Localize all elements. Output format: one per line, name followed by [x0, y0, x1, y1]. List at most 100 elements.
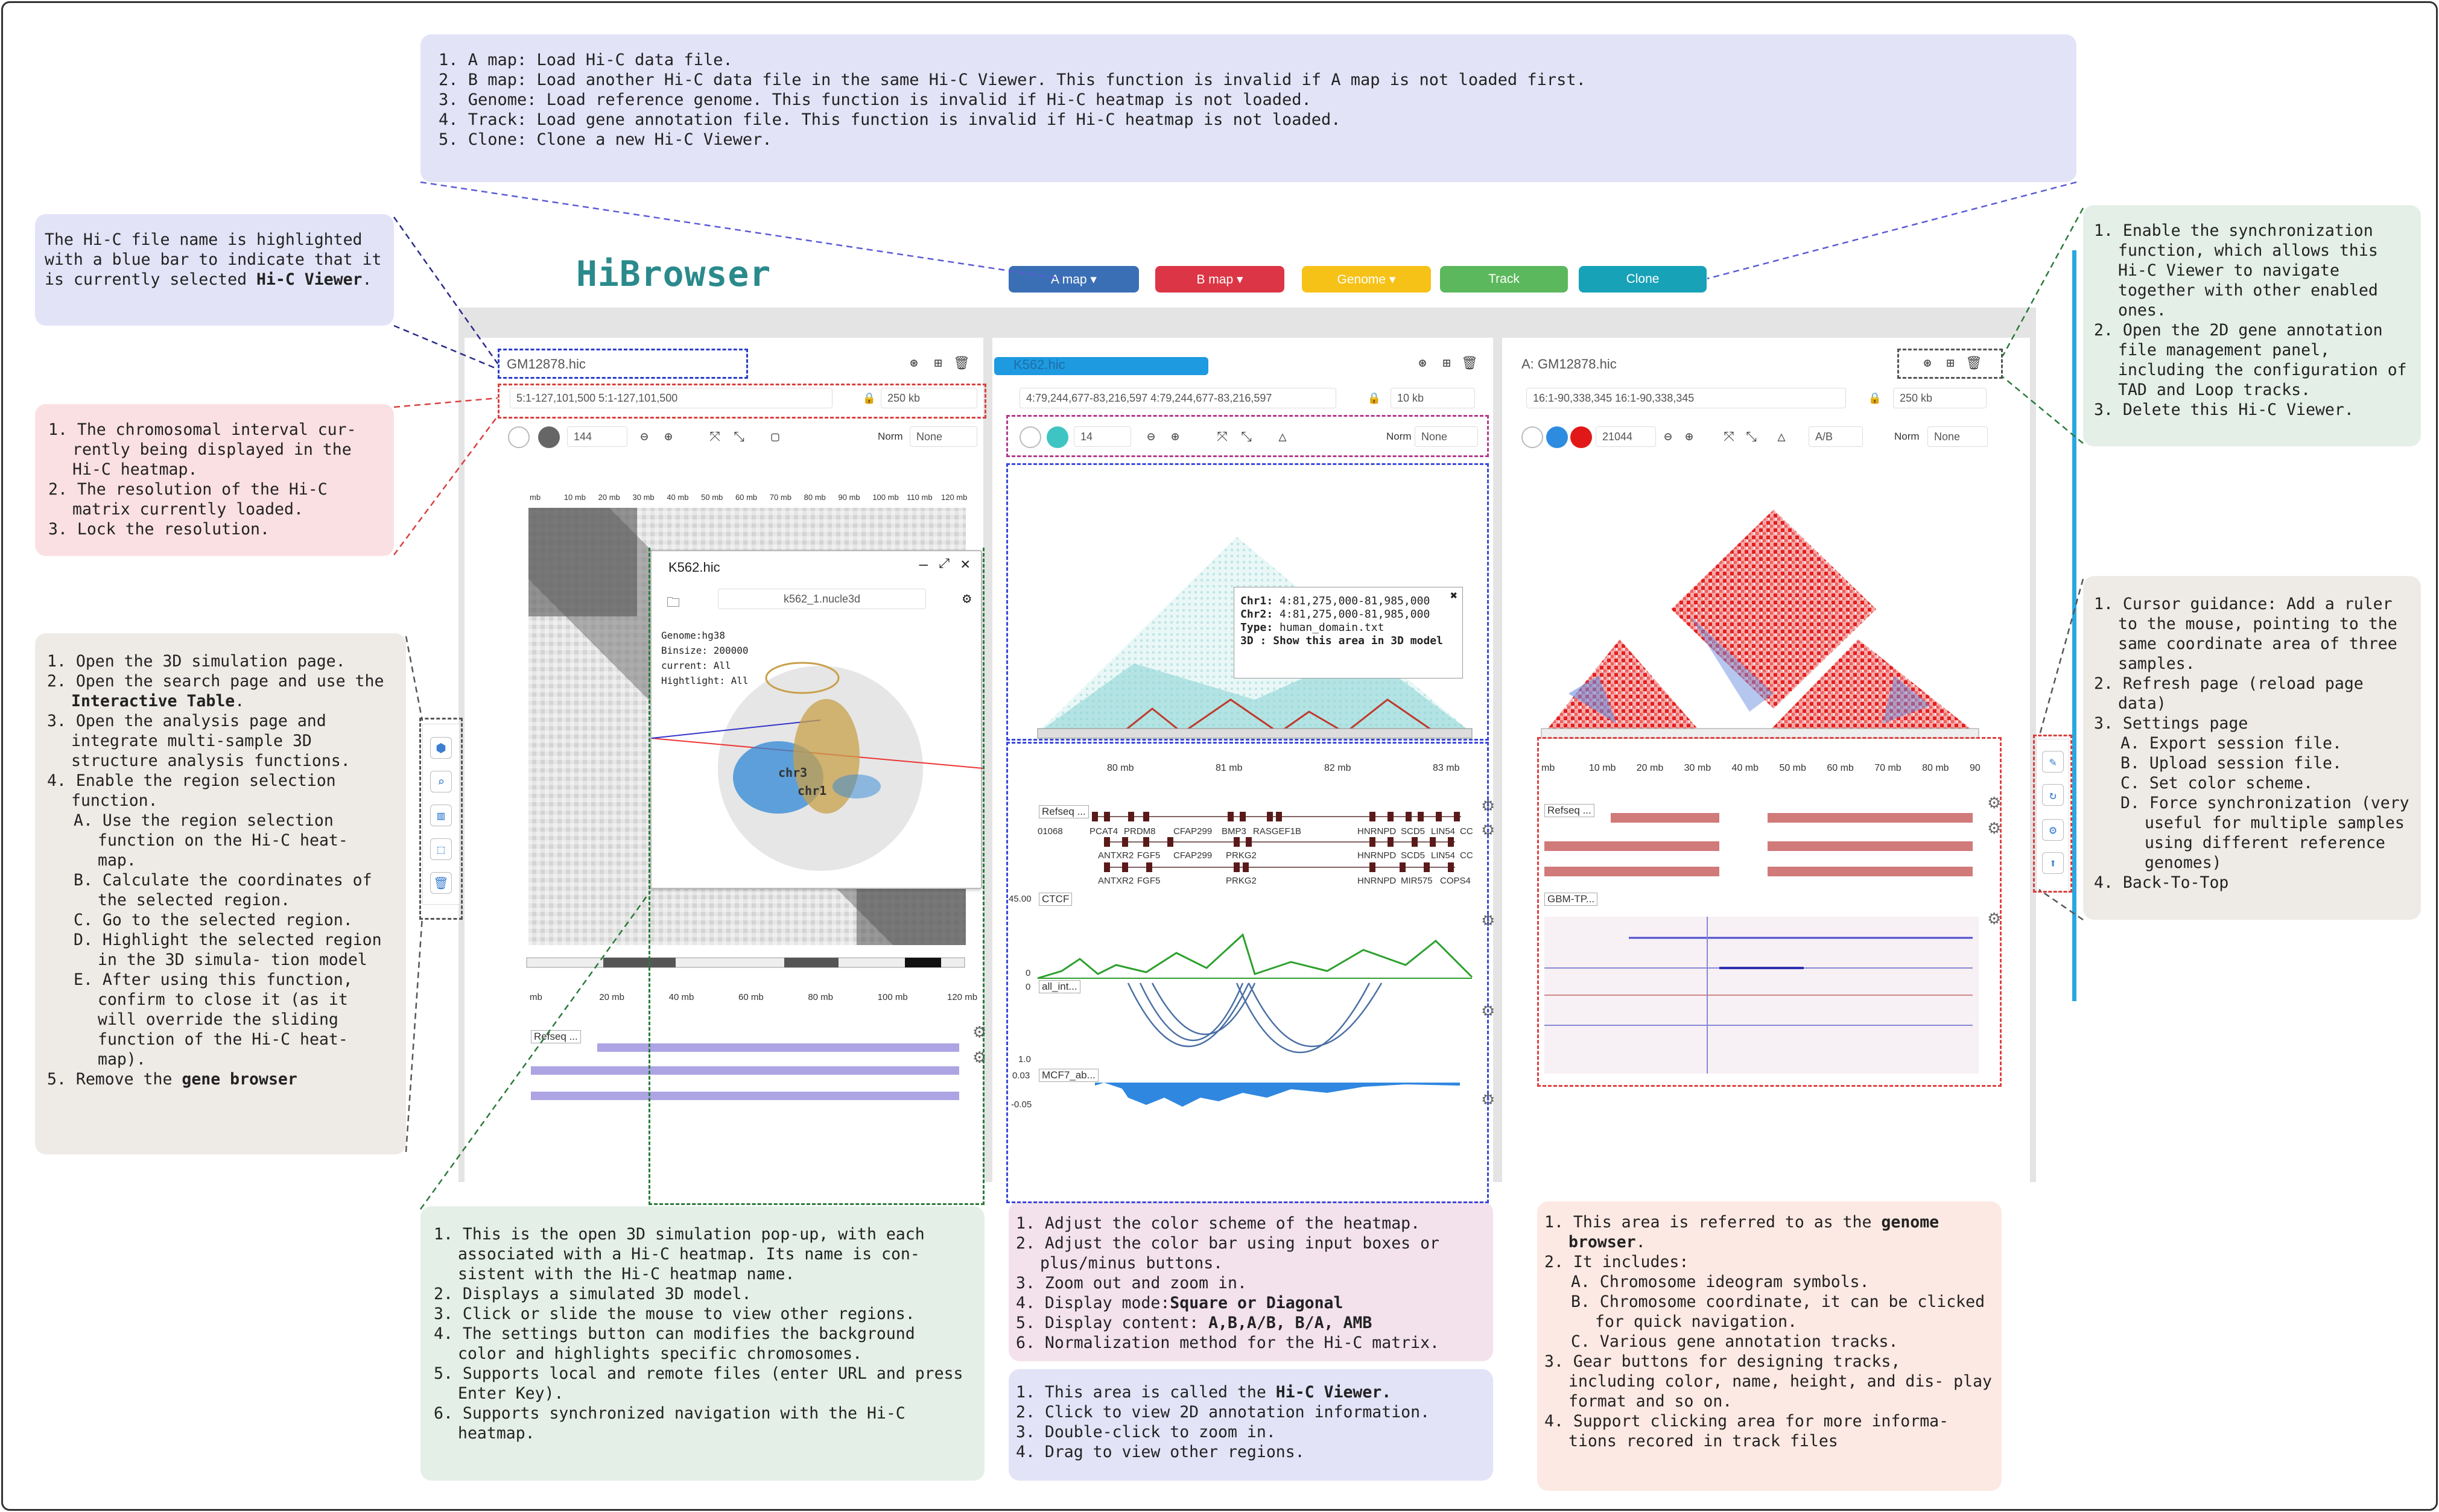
sync-icon[interactable]: ⊛ [1923, 356, 1932, 371]
axis3-tick[interactable]: 80 mb [1922, 763, 1949, 773]
zoom-out-icon[interactable]: ⤧ [1724, 429, 1734, 444]
axis1_bottom-tick[interactable]: 20 mb [599, 992, 625, 1002]
axis1-tick[interactable]: 20 mb [598, 493, 620, 502]
color-value-input[interactable]: 14 [1074, 426, 1131, 447]
axis1-tick[interactable]: 120 mb [941, 493, 968, 502]
scroll-indicator[interactable] [2072, 250, 2076, 1001]
gene-label[interactable]: RASGEF1B [1253, 826, 1302, 837]
clone-button[interactable]: Clone [1579, 266, 1707, 293]
axis3-tick[interactable]: 90 [1970, 763, 1981, 773]
color-min-swatch[interactable] [1020, 426, 1041, 448]
gene-label[interactable]: CC [1460, 826, 1473, 837]
axis1-tick[interactable]: 80 mb [804, 493, 826, 502]
delete-browser-icon[interactable]: 🗑 [430, 872, 452, 894]
axis2-tick[interactable]: 83 mb [1433, 763, 1460, 773]
axis1-tick[interactable]: 100 mb [872, 493, 899, 502]
gene-label[interactable]: LIN54 [1431, 826, 1456, 837]
gene-label[interactable]: HNRNPD [1357, 876, 1397, 886]
axis1-tick[interactable]: 60 mb [735, 493, 758, 502]
delete-viewer-icon[interactable]: 🗑 [1461, 356, 1478, 371]
model-url-input[interactable]: k562_1.nucle3d [718, 589, 926, 609]
folder-icon[interactable]: 🗀 [667, 595, 680, 610]
track-label-interactions[interactable]: all_int... [1039, 980, 1080, 993]
zoom-in-icon[interactable]: ⤡ [1746, 429, 1757, 444]
locus-input[interactable]: 5:1-127,101,500 5:1-127,101,500 [510, 388, 833, 408]
annotation-panel-icon[interactable]: ⊞ [1442, 356, 1451, 371]
track-label-refseq[interactable]: Refseq ... [1039, 805, 1089, 818]
gene-label[interactable]: 01068 [1038, 826, 1063, 837]
axis1_bottom-tick[interactable]: 40 mb [668, 992, 694, 1002]
color-value-input[interactable]: 21044 [1596, 426, 1656, 447]
cursor-guidance-icon[interactable]: ✎ [2042, 751, 2064, 773]
axis3-tick[interactable]: 30 mb [1684, 763, 1711, 773]
3d-model-canvas[interactable] [652, 630, 983, 883]
lock-icon[interactable]: 🔒 [1868, 392, 1882, 405]
color-min-swatch[interactable] [508, 426, 530, 448]
axis1-tick[interactable]: 90 mb [838, 493, 860, 502]
axis2-tick[interactable]: 80 mb [1107, 763, 1134, 773]
sync-icon[interactable]: ⊛ [1418, 356, 1427, 371]
maximize-icon[interactable]: ⤢ [939, 556, 950, 571]
close-icon[interactable]: ✕ [960, 555, 970, 573]
gene-label[interactable]: PRDM8 [1124, 826, 1156, 837]
axis1_bottom-tick[interactable]: 120 mb [947, 992, 978, 1002]
minimize-icon[interactable]: – [919, 556, 928, 573]
gene-label[interactable]: ANTXR2 [1098, 876, 1134, 886]
track-label-ctcf[interactable]: CTCF [1039, 893, 1073, 906]
locus-input[interactable]: 16:1-90,338,345 16:1-90,338,345 [1526, 388, 1846, 408]
axis1-tick[interactable]: 30 mb [632, 493, 655, 502]
track-button[interactable]: Track [1440, 266, 1568, 293]
minus-icon[interactable]: ⊖ [1147, 429, 1155, 444]
annotation-tooltip[interactable]: ✖ Chr1: 4:81,275,000-81,985,000 Chr2: 4:… [1234, 587, 1463, 679]
viewer2-filename[interactable]: K562.hic [1013, 357, 1065, 372]
axis2-tick[interactable]: 82 mb [1324, 763, 1351, 773]
axis2-tick[interactable]: 81 mb [1216, 763, 1243, 773]
plus-icon[interactable]: ⊕ [664, 429, 673, 444]
gene-label[interactable]: PCAT4 [1089, 826, 1118, 837]
color-max-swatch[interactable] [1570, 426, 1592, 448]
axis1-tick[interactable]: 40 mb [667, 493, 689, 502]
delete-viewer-icon[interactable]: 🗑 [1965, 356, 1982, 371]
gene-label[interactable]: CFAP299 [1173, 826, 1213, 837]
3d-simulation-popup[interactable]: K562.hic – ⤢ ✕ 🗀 k562_1.nucle3d ⚙ Genome… [650, 550, 983, 889]
axis1_bottom-tick[interactable]: 60 mb [738, 992, 764, 1002]
axis3-tick[interactable]: 20 mb [1636, 763, 1664, 773]
gene-label[interactable]: LIN54 [1431, 850, 1456, 861]
annotation-panel-icon[interactable]: ⊞ [934, 356, 942, 371]
analysis-icon[interactable]: ▥ [430, 805, 452, 826]
minus-icon[interactable]: ⊖ [1664, 429, 1672, 444]
search-icon[interactable]: ⌕ [430, 771, 452, 792]
track-label-mcf7[interactable]: MCF7_ab... [1039, 1069, 1099, 1082]
axis3-tick[interactable]: 10 mb [1588, 763, 1616, 773]
sync-icon[interactable]: ⊛ [910, 356, 918, 371]
gene-label[interactable]: CC [1460, 850, 1473, 861]
zoom-out-icon[interactable]: ⤧ [709, 429, 720, 444]
gene-label[interactable]: PRKG2 [1226, 876, 1257, 886]
color-value-input[interactable]: 144 [567, 426, 627, 447]
norm-select[interactable]: None [1415, 426, 1478, 447]
display-content-select[interactable]: A/B [1809, 426, 1863, 447]
gene-label[interactable]: BMP3 [1222, 826, 1246, 837]
axis1-tick[interactable]: mb [530, 493, 541, 502]
axis1-tick[interactable]: 10 mb [563, 493, 586, 502]
color-max-swatch[interactable] [1047, 426, 1068, 448]
axis1-tick[interactable]: 50 mb [701, 493, 723, 502]
popup-settings-icon[interactable]: ⚙ [962, 590, 971, 607]
gene-label[interactable]: FGF5 [1137, 850, 1161, 861]
genome-button[interactable]: Genome ▾ [1302, 266, 1431, 293]
axis1_bottom-tick[interactable]: mb [530, 992, 542, 1002]
gene-label[interactable]: CFAP299 [1173, 850, 1213, 861]
track-label-gbm[interactable]: GBM-TP... [1544, 893, 1598, 906]
gene-label[interactable]: HNRNPD [1357, 850, 1397, 861]
square-mode-icon[interactable]: ▢ [771, 429, 779, 444]
axis3-tick[interactable]: 60 mb [1827, 763, 1854, 773]
gene-label[interactable]: SCD5 [1401, 826, 1426, 837]
color-b-swatch[interactable] [1546, 426, 1568, 448]
tooltip-close-icon[interactable]: ✖ [1450, 588, 1457, 603]
color-max-swatch[interactable] [538, 426, 560, 448]
viewer1-filename[interactable]: GM12878.hic [507, 356, 586, 372]
norm-select[interactable]: None [910, 426, 977, 447]
diagonal-mode-icon[interactable]: △ [1777, 429, 1786, 444]
axis3-tick[interactable]: 50 mb [1779, 763, 1806, 773]
back-to-top-icon[interactable]: ⬆ [2042, 852, 2064, 874]
